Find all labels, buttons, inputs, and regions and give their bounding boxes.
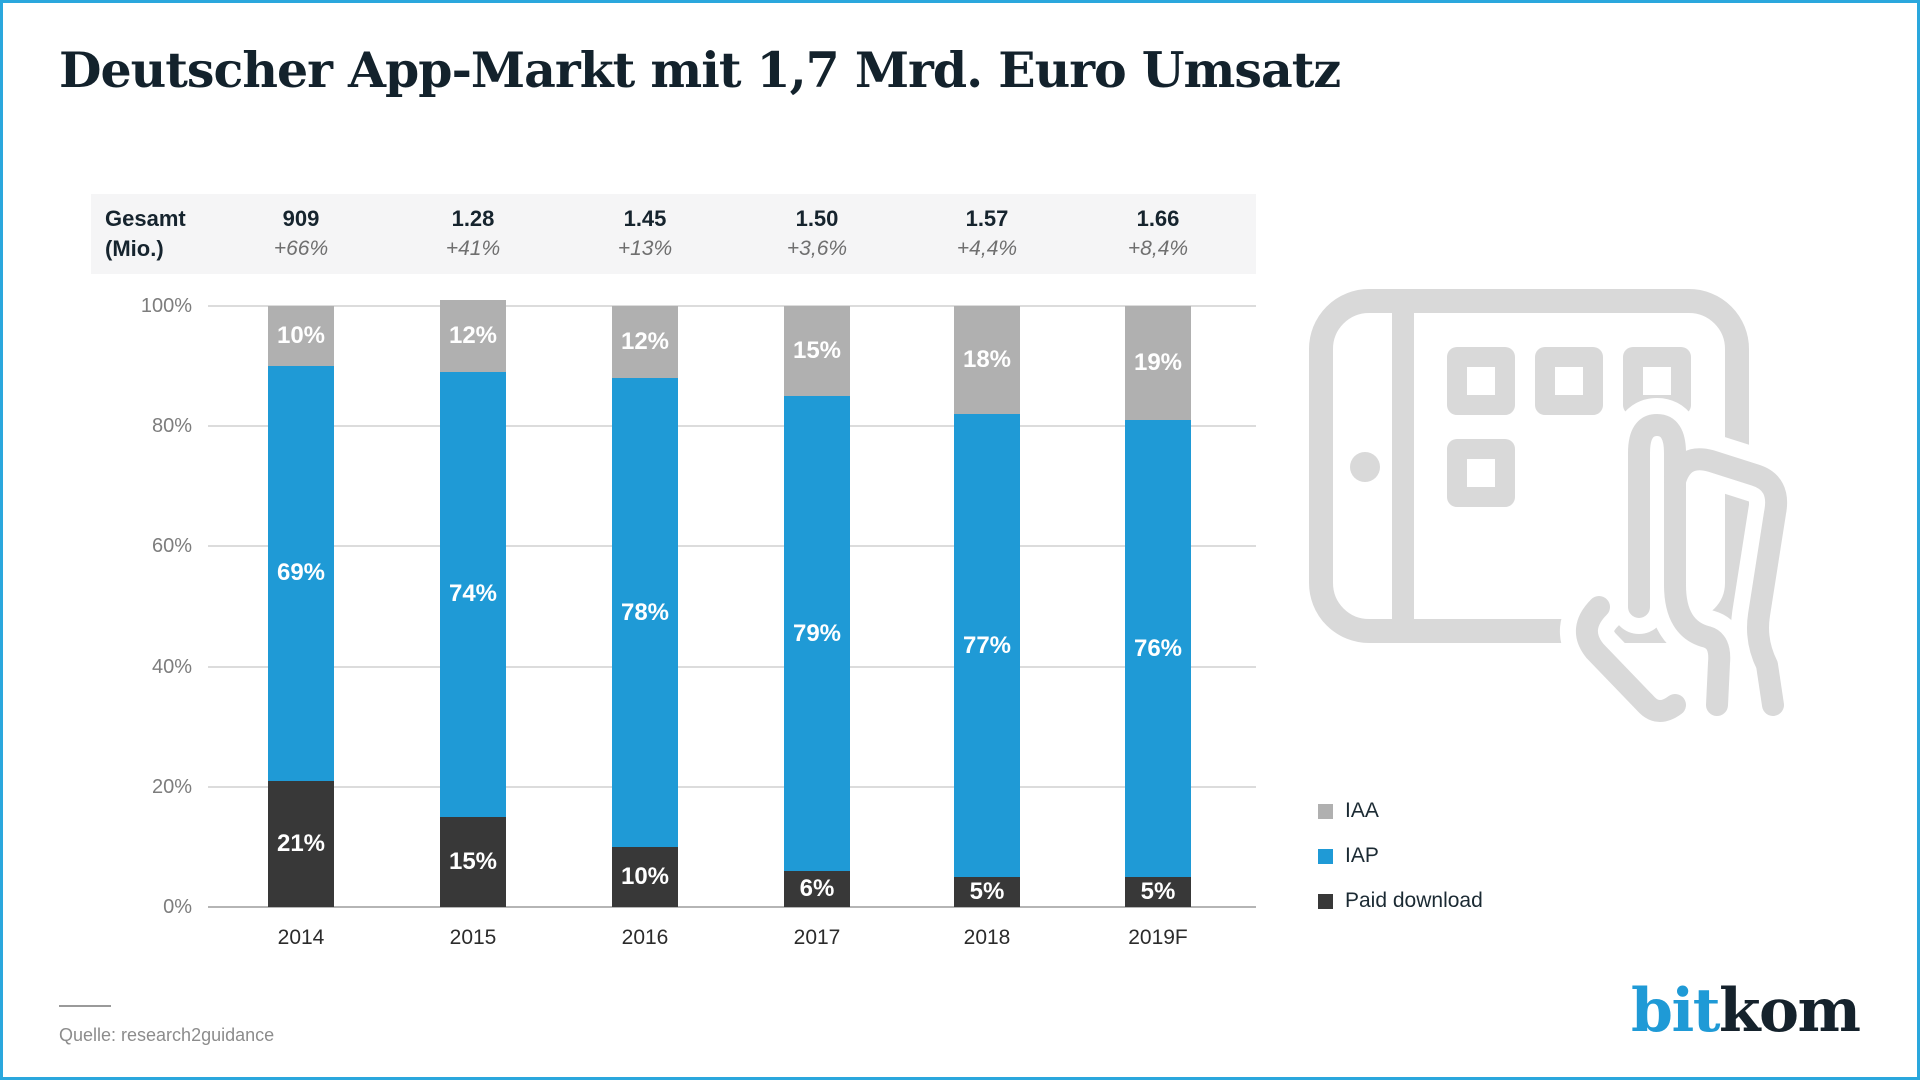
app-icon xyxy=(1535,347,1603,415)
gridline-0 xyxy=(208,906,1256,908)
segment-paid-download: 21% xyxy=(268,780,334,907)
segment-paid-download: 5% xyxy=(1125,876,1191,907)
gridline-60 xyxy=(208,545,1256,548)
bar-2015: 12% 74% 15% xyxy=(440,300,506,907)
bar-2017: 15% 79% 6% xyxy=(784,306,850,907)
total-change: +4,4% xyxy=(956,237,1018,260)
x-axis-label-2017: 2017 xyxy=(793,926,841,949)
totals-band: Gesamt (Mio.) 909 +66% 1.28 +41% 1.45 +13% 1.5… xyxy=(91,194,1256,274)
page-title: Deutscher App-Markt mit 1,7 Mrd. Euro Um… xyxy=(59,41,1341,99)
x-axis-label-2015: 2015 xyxy=(449,926,497,949)
legend-label: IAA xyxy=(1345,799,1379,822)
legend-swatch-icon xyxy=(1318,848,1333,864)
y-axis-tick-100: 100% xyxy=(140,295,192,317)
segment-paid-download: 15% xyxy=(440,816,506,907)
plot-area: 0% 20% 40% 60% 80% 100% 10% 69% 21% 2014 12% 74% 15%… xyxy=(141,295,1256,949)
x-axis-label-2018: 2018 xyxy=(963,926,1011,949)
app-icon xyxy=(1447,347,1515,415)
segment-iap: 74% xyxy=(440,372,506,817)
total-change: +13% xyxy=(617,237,673,260)
legend-swatch-icon xyxy=(1318,893,1333,909)
total-value: 1.50 xyxy=(795,206,839,231)
total-change: +41% xyxy=(445,237,501,260)
segment-iaa: 10% xyxy=(268,306,334,367)
total-col-2015: 1.28 +41% xyxy=(393,204,553,263)
y-axis-tick-0: 0% xyxy=(163,896,192,918)
totals-band-label: Gesamt (Mio.) xyxy=(105,204,186,264)
total-col-2017: 1.50 +3,6% xyxy=(737,204,897,263)
segment-iap: 79% xyxy=(784,396,850,871)
gridline-20 xyxy=(208,785,1256,788)
pointing-hand-icon xyxy=(1576,414,1787,722)
app-icon xyxy=(1447,439,1515,507)
x-axis-label-2014: 2014 xyxy=(277,926,325,949)
total-col-2019F: 1.66 +8,4% xyxy=(1078,204,1238,263)
chart-legend: IAA IAP Paid download xyxy=(1318,799,1483,934)
segment-iap: 76% xyxy=(1125,420,1191,877)
bar-2016: 12% 78% 10% xyxy=(612,306,678,907)
bitkom-logo-kom: kom xyxy=(1718,976,1861,1046)
total-col-2014: 909 +66% xyxy=(221,204,381,263)
bar-2014: 10% 69% 21% xyxy=(268,306,334,907)
total-change: +3,6% xyxy=(786,237,848,260)
segment-iaa: 12% xyxy=(612,306,678,379)
source-text: Quelle: research2guidance xyxy=(59,1025,275,1045)
source-divider xyxy=(59,1005,111,1007)
segment-iaa: 15% xyxy=(784,306,850,397)
y-axis-tick-60: 60% xyxy=(151,535,192,558)
legend-label: IAP xyxy=(1345,844,1379,867)
total-value: 1.45 xyxy=(623,206,667,231)
legend-item-paid-download: Paid download xyxy=(1318,889,1483,913)
x-axis-label-2019F: 2019F xyxy=(1128,926,1188,949)
total-value: 1.57 xyxy=(965,206,1009,231)
total-value: 909 xyxy=(282,206,320,231)
y-axis-tick-80: 80% xyxy=(151,415,192,438)
bitkom-logo-bit: bit xyxy=(1631,976,1720,1046)
legend-item-iap: IAP xyxy=(1318,844,1483,868)
segment-iaa: 19% xyxy=(1125,306,1191,421)
segment-paid-download: 6% xyxy=(784,870,850,907)
y-axis-tick-20: 20% xyxy=(151,775,192,798)
bar-2018: 18% 77% 5% xyxy=(954,306,1020,907)
total-col-2018: 1.57 +4,4% xyxy=(907,204,1067,263)
bar-2019F: 19% 76% 5% xyxy=(1125,306,1191,907)
segment-iaa: 18% xyxy=(954,306,1020,415)
segment-iap: 69% xyxy=(268,366,334,781)
segment-paid-download: 5% xyxy=(954,876,1020,907)
tablet-touch-illustration xyxy=(1309,289,1803,725)
total-value: 1.66 xyxy=(1136,206,1180,231)
legend-swatch-icon xyxy=(1318,803,1333,819)
total-value: 1.28 xyxy=(451,206,495,231)
x-axis-label-2016: 2016 xyxy=(621,926,669,949)
total-change: +8,4% xyxy=(1127,237,1189,260)
bitkom-logo: bitkom xyxy=(1631,981,1861,1041)
totals-band-label-line2: (Mio.) xyxy=(105,236,164,261)
y-axis-tick-40: 40% xyxy=(151,655,192,678)
segment-iap: 78% xyxy=(612,378,678,847)
gridline-100 xyxy=(208,305,1256,307)
segment-iaa: 12% xyxy=(440,300,506,373)
total-change: +66% xyxy=(273,237,329,260)
tablet-camera-dot xyxy=(1350,452,1380,482)
totals-band-label-line1: Gesamt xyxy=(105,206,186,231)
app-icon xyxy=(1623,347,1691,415)
legend-item-iaa: IAA xyxy=(1318,799,1483,823)
total-col-2016: 1.45 +13% xyxy=(565,204,725,263)
legend-label: Paid download xyxy=(1345,889,1483,912)
gridline-40 xyxy=(208,665,1256,668)
gridline-80 xyxy=(208,425,1256,428)
segment-paid-download: 10% xyxy=(612,846,678,907)
segment-iap: 77% xyxy=(954,414,1020,877)
